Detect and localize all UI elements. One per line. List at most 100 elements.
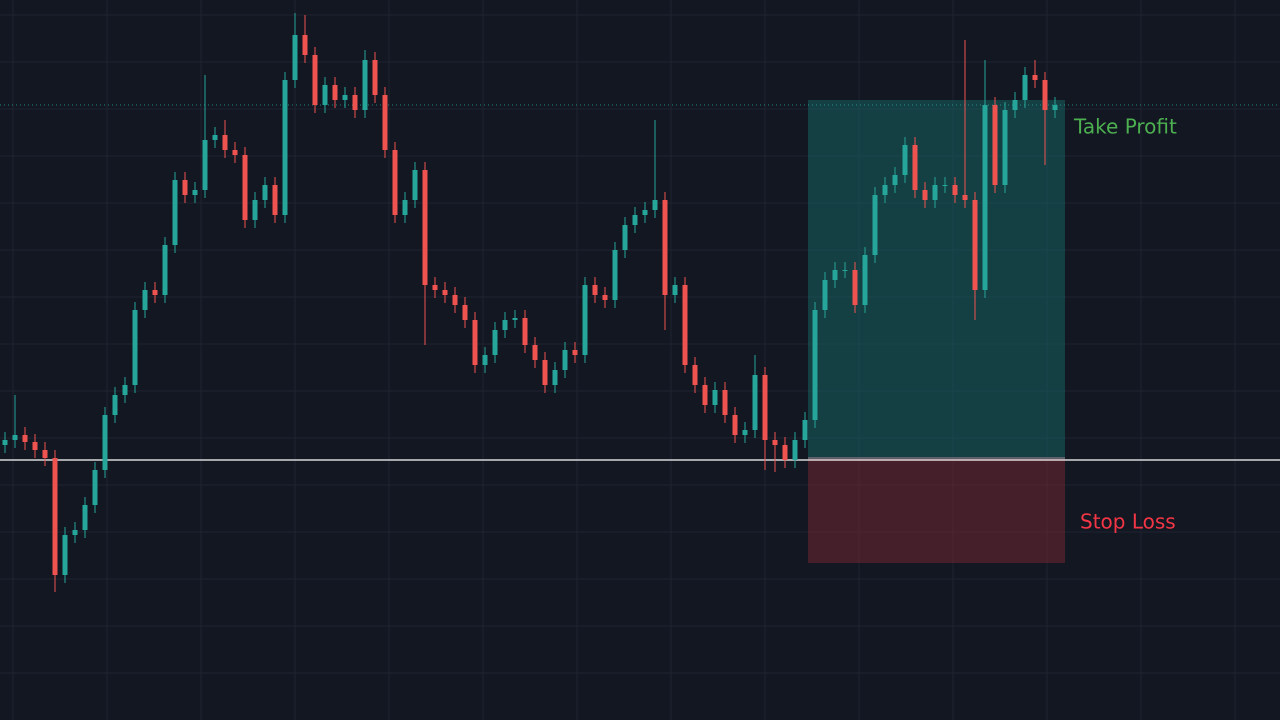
candle-body — [52, 458, 58, 575]
candle-body — [412, 170, 418, 200]
candle-body — [332, 85, 338, 100]
candle-body — [792, 440, 798, 460]
candle-body — [182, 180, 188, 195]
candle-body — [122, 385, 128, 395]
candle-body — [682, 285, 688, 365]
candle-body — [852, 270, 858, 305]
candle-body — [642, 210, 648, 215]
candle-body — [542, 360, 548, 385]
candle-body — [262, 185, 268, 200]
candle-body — [1052, 105, 1058, 110]
candle-body — [112, 395, 118, 415]
candle-body — [102, 415, 108, 470]
candle-body — [972, 200, 978, 290]
candle-body — [92, 470, 98, 505]
candle-body — [602, 295, 608, 300]
candle-body — [552, 370, 558, 385]
candle-body — [372, 60, 378, 95]
candle-body — [432, 285, 438, 290]
candle-body — [582, 285, 588, 355]
candle-body — [712, 390, 718, 405]
candle-body — [382, 95, 388, 150]
candle-body — [822, 280, 828, 310]
candle-body — [242, 155, 248, 220]
candle-body — [202, 140, 208, 190]
candle-body — [342, 95, 348, 100]
candle-body — [1012, 100, 1018, 110]
candle-body — [452, 295, 458, 305]
candle-body — [252, 200, 258, 220]
candle-body — [562, 350, 568, 370]
candle-body — [632, 215, 638, 225]
candle-body — [442, 290, 448, 295]
candle-body — [42, 450, 48, 458]
candle-body — [12, 435, 18, 440]
candle-body — [62, 535, 68, 575]
candle-body — [622, 225, 628, 250]
candle-body — [402, 200, 408, 215]
candle-body — [352, 95, 358, 110]
candle-body — [882, 185, 888, 195]
candle-body — [422, 170, 428, 285]
candle-body — [662, 200, 668, 295]
candle-body — [222, 135, 228, 150]
candle-body — [22, 435, 28, 442]
candle-body — [992, 105, 998, 185]
candle-body — [812, 310, 818, 420]
candle-body — [472, 320, 478, 365]
candle-body — [802, 420, 808, 440]
candle-body — [32, 442, 38, 450]
candle-body — [362, 60, 368, 110]
candle-body — [212, 135, 218, 140]
candle-body — [272, 185, 278, 215]
candle-body — [782, 445, 788, 460]
candle-body — [142, 290, 148, 310]
take-profit-label: Take Profit — [1073, 115, 1177, 139]
candle-body — [322, 85, 328, 105]
candle-body — [832, 270, 838, 280]
candle-body — [152, 290, 158, 295]
candle-body — [512, 318, 518, 320]
candle-body — [652, 200, 658, 210]
labels: Take Profit Stop Loss — [1073, 115, 1177, 534]
candle-body — [1032, 75, 1038, 80]
candle-body — [692, 365, 698, 385]
stop-loss-label: Stop Loss — [1080, 510, 1176, 534]
candle-body — [1042, 80, 1048, 110]
candle-body — [672, 285, 678, 295]
candle-body — [722, 390, 728, 415]
candle-body — [612, 250, 618, 300]
candle-body — [1022, 75, 1028, 100]
candle-body — [872, 195, 878, 255]
candle-body — [282, 80, 288, 215]
candle-body — [572, 350, 578, 355]
candle-body — [2, 440, 8, 445]
candle-body — [482, 355, 488, 365]
candle-body — [922, 190, 928, 200]
candle-body — [732, 415, 738, 435]
candle-body — [772, 440, 778, 445]
candle-body — [982, 105, 988, 290]
candle-body — [502, 320, 508, 330]
position-tool — [808, 100, 1065, 563]
candle-body — [162, 245, 168, 295]
candle-body — [752, 375, 758, 430]
candle-body — [462, 305, 468, 320]
take-profit-zone — [808, 100, 1065, 458]
candle-body — [892, 175, 898, 185]
candle-body — [72, 530, 78, 535]
candle-body — [762, 375, 768, 440]
candle-body — [932, 185, 938, 200]
candle-body — [842, 270, 848, 271]
candle-body — [82, 505, 88, 530]
price-lines — [0, 104, 1280, 461]
candle-body — [172, 180, 178, 245]
candle-body — [292, 35, 298, 80]
candle-body — [532, 345, 538, 360]
candle-body — [492, 330, 498, 355]
candle-body — [302, 35, 308, 55]
